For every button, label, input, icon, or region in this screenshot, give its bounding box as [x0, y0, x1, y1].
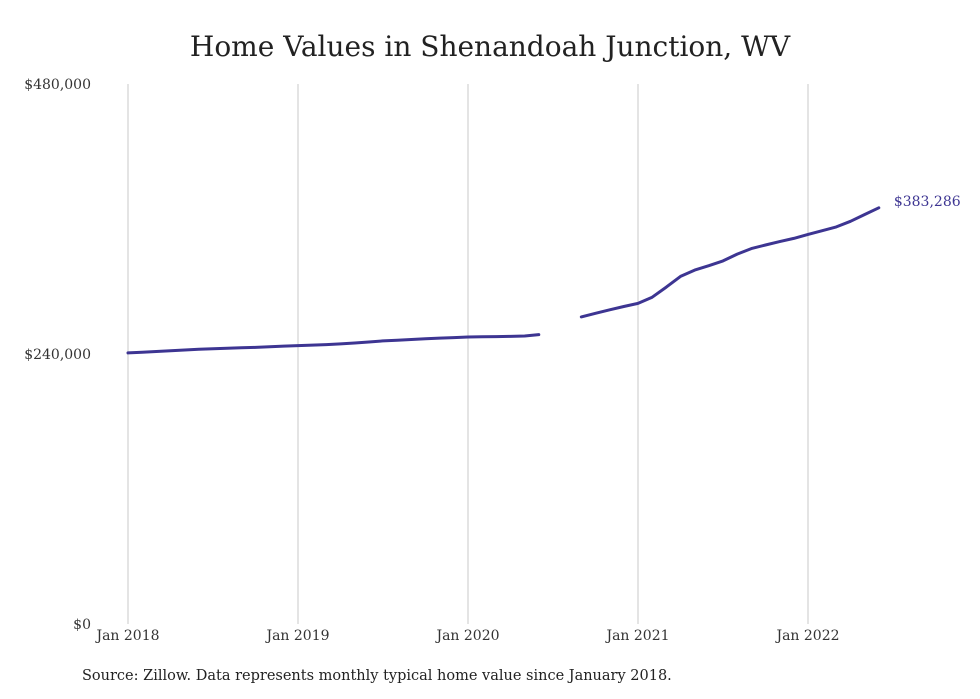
end-label-group: $383,286	[894, 194, 961, 210]
series-home-value	[126, 206, 881, 355]
x-tick-label: Jan 2019	[264, 628, 329, 644]
x-tick-label: Jan 2021	[604, 628, 669, 644]
y-tick-label: $240,000	[24, 347, 91, 363]
series-line-segment	[579, 206, 881, 319]
chart-title: Home Values in Shenandoah Junction, WV	[189, 30, 791, 63]
y-axis-ticks: $0 $240,000 $480,000	[24, 77, 91, 633]
y-tick-label: $480,000	[24, 77, 91, 93]
gridlines	[127, 84, 809, 624]
x-tick-label: Jan 2020	[434, 628, 499, 644]
source-note: Source: Zillow. Data represents monthly …	[82, 668, 672, 684]
series-line-segment	[126, 333, 541, 355]
y-tick-label: $0	[73, 617, 91, 633]
x-axis-ticks: Jan 2018 Jan 2019 Jan 2020 Jan 2021 Jan 2022	[94, 628, 839, 644]
x-tick-label: Jan 2022	[774, 628, 839, 644]
x-tick-label: Jan 2018	[94, 628, 159, 644]
end-value-label: $383,286	[894, 194, 961, 210]
